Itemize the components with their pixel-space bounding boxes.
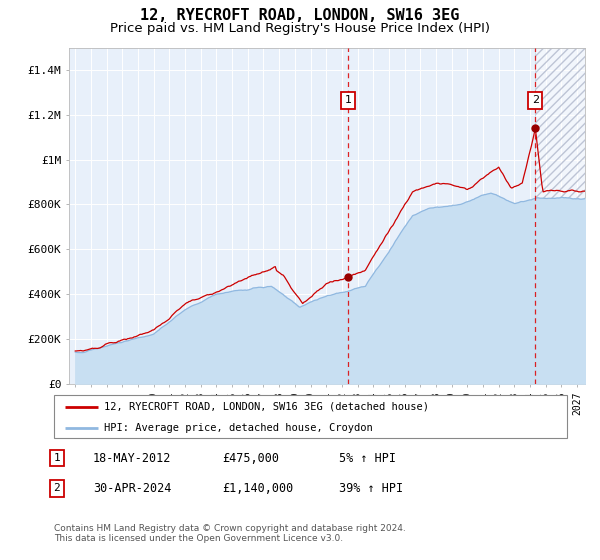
Text: 5% ↑ HPI: 5% ↑ HPI [339,451,396,465]
Text: 18-MAY-2012: 18-MAY-2012 [93,451,172,465]
Text: 2: 2 [532,95,539,105]
Text: 39% ↑ HPI: 39% ↑ HPI [339,482,403,495]
Text: 12, RYECROFT ROAD, LONDON, SW16 3EG (detached house): 12, RYECROFT ROAD, LONDON, SW16 3EG (det… [104,402,429,412]
Text: £475,000: £475,000 [222,451,279,465]
Text: 1: 1 [344,95,352,105]
Text: 1: 1 [53,453,61,463]
Text: 30-APR-2024: 30-APR-2024 [93,482,172,495]
Text: Contains HM Land Registry data © Crown copyright and database right 2024.: Contains HM Land Registry data © Crown c… [54,524,406,533]
Text: This data is licensed under the Open Government Licence v3.0.: This data is licensed under the Open Gov… [54,534,343,543]
Text: £1,140,000: £1,140,000 [222,482,293,495]
Text: HPI: Average price, detached house, Croydon: HPI: Average price, detached house, Croy… [104,423,373,433]
Text: Price paid vs. HM Land Registry's House Price Index (HPI): Price paid vs. HM Land Registry's House … [110,22,490,35]
Text: 2: 2 [53,483,61,493]
Text: 12, RYECROFT ROAD, LONDON, SW16 3EG: 12, RYECROFT ROAD, LONDON, SW16 3EG [140,8,460,24]
